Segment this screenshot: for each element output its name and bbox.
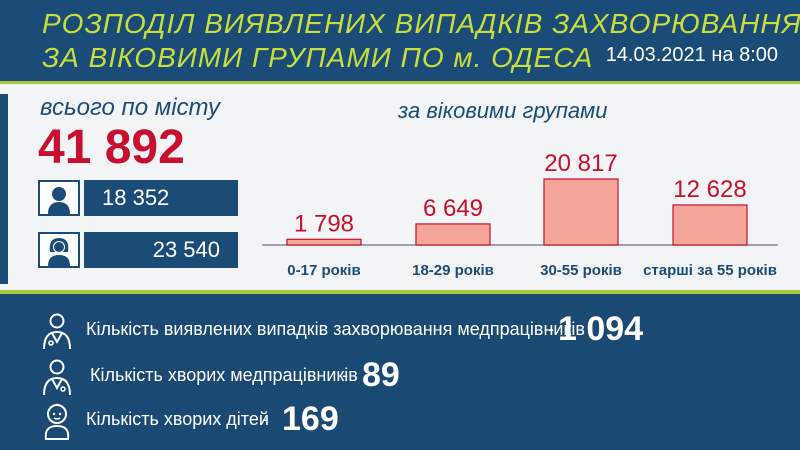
stat-label: Кількість хворих медпрацівників (90, 365, 358, 385)
panel-accent-bar (0, 94, 8, 284)
stat-value: 1 094 (558, 310, 644, 348)
stat-row-sick-children: Кількість хворих дітей - 169 (0, 400, 800, 440)
bar-2 (543, 178, 619, 246)
stats-section: Кількість виявлених випадків захворюванн… (0, 294, 800, 450)
stat-row-medics-cases: Кількість виявлених випадків захворюванн… (0, 310, 800, 350)
doctor-icon (43, 359, 71, 396)
category-label-2: 30-55 років (540, 262, 622, 279)
page-title-line-1: РОЗПОДІЛ ВИЯВЛЕНИХ ВИПАДКІВ ЗАХВОРЮВАННЯ (42, 8, 800, 39)
stat-value: 169 (282, 400, 339, 438)
doctor-icon (43, 313, 71, 350)
stat-value: 89 (362, 356, 400, 394)
stat-dash: - (342, 365, 348, 385)
bar-0 (286, 238, 362, 246)
bar-value-label-1: 6 649 (423, 195, 483, 222)
category-label-3: старші за 55 років (643, 262, 777, 279)
stat-row-sick-medics: Кількість хворих медпрацівників - 89 (0, 356, 800, 396)
stat-label: Кількість виявлених випадків захворюванн… (86, 319, 585, 339)
baby-icon (44, 403, 70, 440)
report-date: 14.03.2021 на 8:00 (605, 44, 778, 66)
summary-panel: всього по місту 41 892 18 352 23 540 (0, 84, 800, 294)
stat-dash: - (548, 319, 554, 339)
bar-value-label-2: 20 817 (544, 150, 617, 177)
stat-label: Кількість хворих дітей (86, 409, 269, 429)
category-label-0: 0-17 років (287, 262, 360, 279)
male-count-row: 18 352 (38, 180, 238, 216)
bar-1 (415, 223, 491, 246)
stat-dash: - (262, 409, 268, 429)
bar-value-label-3: 12 628 (673, 176, 746, 203)
age-group-bar-chart: 1 798 0-17 років 6 649 18-29 років 20 817 30-… (262, 150, 778, 279)
man-icon (38, 180, 80, 216)
chart-title: за віковими групами (398, 98, 608, 123)
woman-icon (38, 232, 80, 268)
female-count-row: 23 540 (38, 232, 238, 268)
female-count-value: 23 540 (84, 232, 238, 268)
bar-3 (672, 204, 748, 246)
category-label-1: 18-29 років (412, 262, 494, 279)
page-title-line-2: ЗА ВІКОВИМИ ГРУПАМИ ПО м. ОДЕСА (42, 42, 594, 73)
city-total-value: 41 892 (38, 121, 185, 174)
header: РОЗПОДІЛ ВИЯВЛЕНИХ ВИПАДКІВ ЗАХВОРЮВАННЯ… (0, 0, 800, 84)
male-count-value: 18 352 (84, 180, 238, 216)
bar-value-label-0: 1 798 (294, 210, 354, 237)
city-total-label: всього по місту (40, 94, 221, 121)
